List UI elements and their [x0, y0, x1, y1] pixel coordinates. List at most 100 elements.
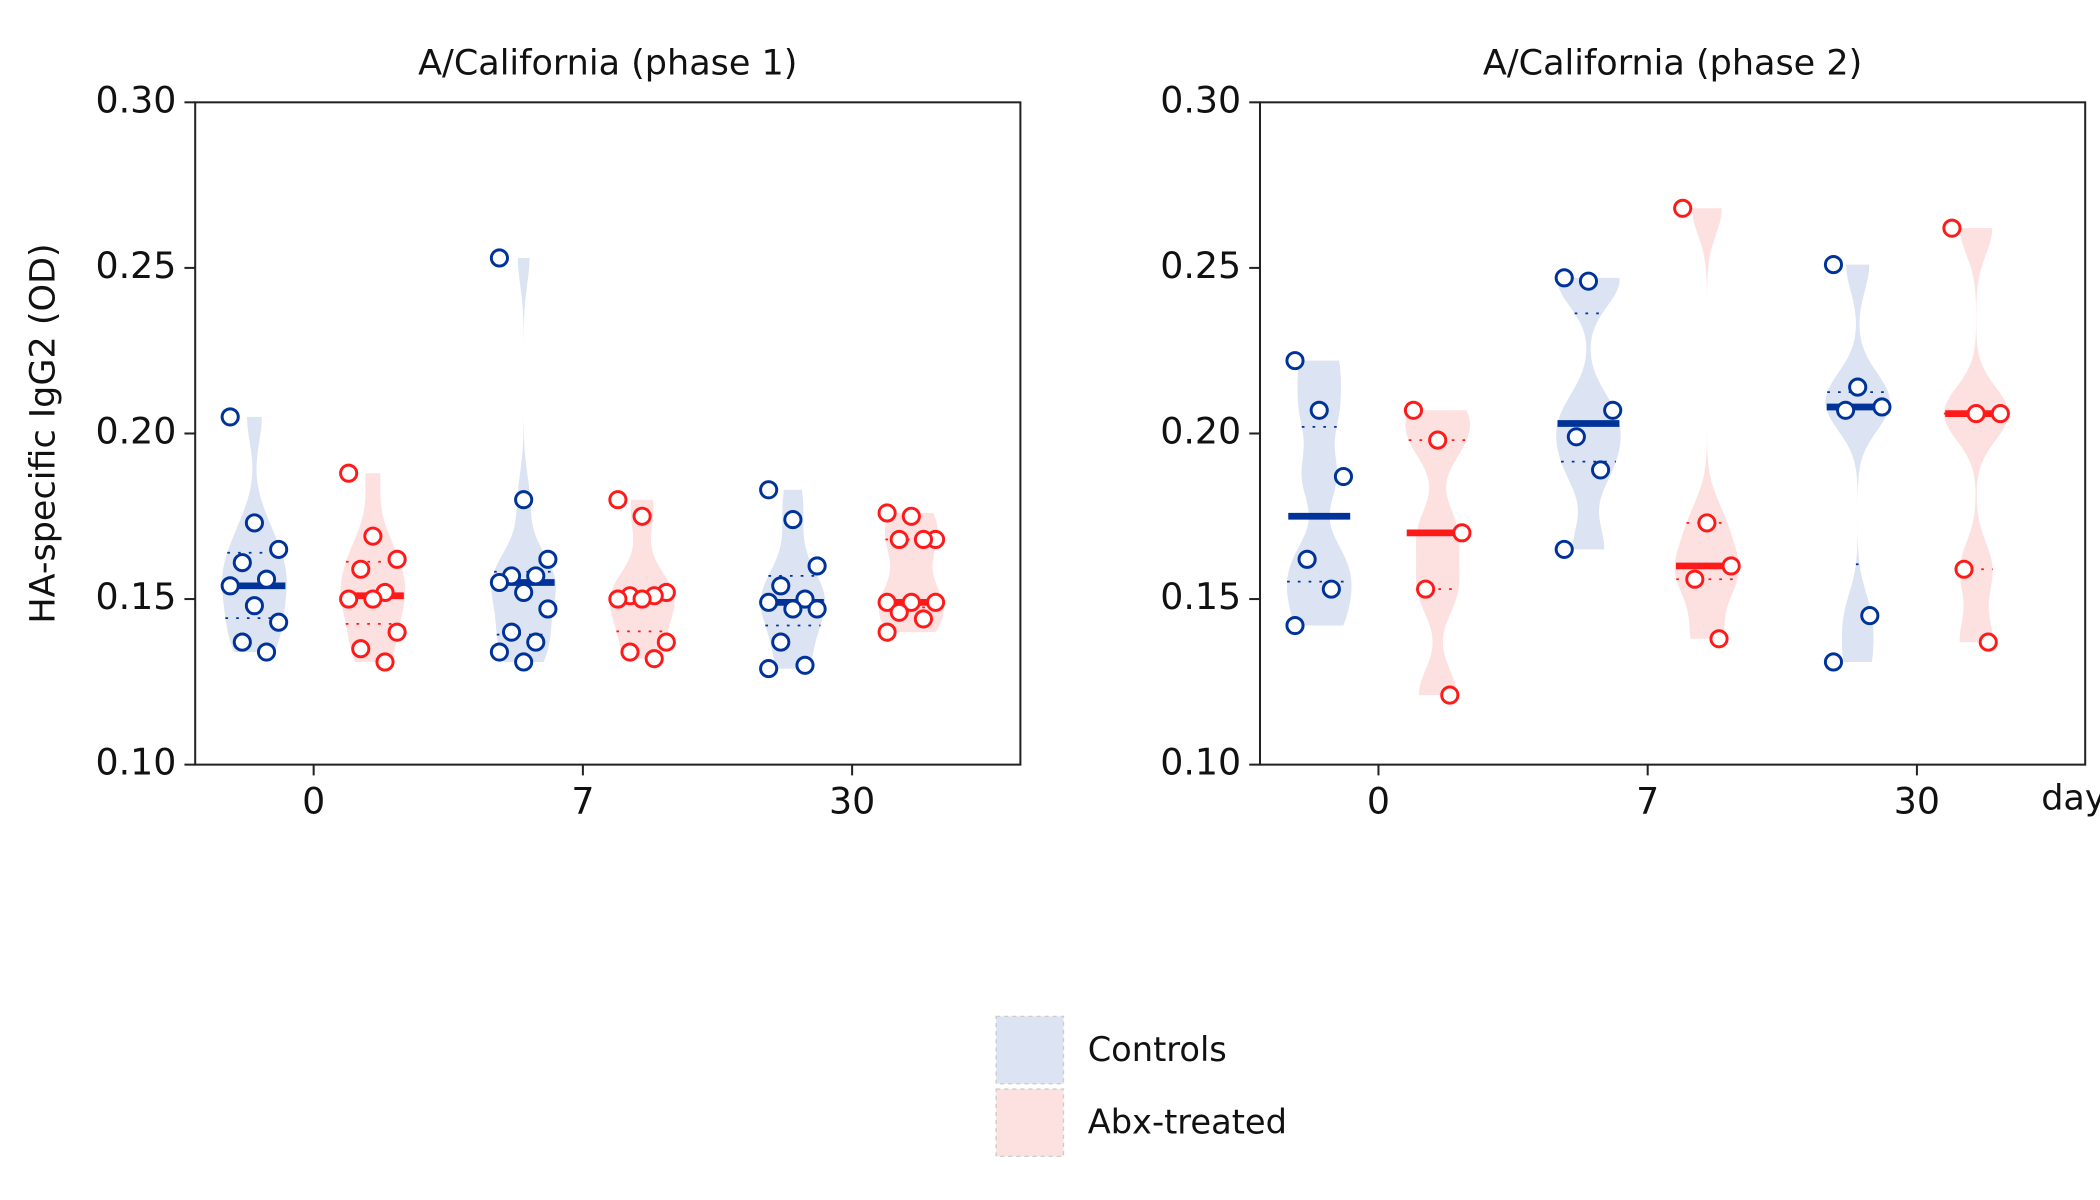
y-axis-label: HA-specific IgG2 (OD): [23, 243, 63, 623]
data-point: [387, 549, 407, 569]
data-point: [877, 622, 897, 642]
data-point: [644, 649, 664, 669]
data-point: [656, 632, 676, 652]
data-point: [489, 248, 509, 268]
data-point: [232, 553, 252, 573]
data-point: [620, 642, 640, 662]
y-tick-label: 0.10: [95, 741, 176, 784]
data-point: [232, 632, 252, 652]
data-point: [1685, 569, 1705, 589]
data-point: [514, 582, 534, 602]
data-point: [1566, 427, 1586, 447]
legend-label: Controls: [1088, 1030, 1227, 1069]
data-point: [1990, 404, 2010, 424]
data-point: [489, 642, 509, 662]
data-point: [1321, 579, 1341, 599]
x-tick-label: 0: [1367, 780, 1390, 823]
x-tick-label: 7: [571, 780, 594, 823]
data-point: [926, 592, 946, 612]
panel-title: A/California (phase 1): [418, 44, 797, 84]
data-point: [363, 526, 383, 546]
data-point: [1673, 198, 1693, 218]
violin: [760, 489, 826, 669]
x-tick-label: 7: [1636, 780, 1659, 823]
legend-swatch: [995, 1088, 1065, 1158]
data-point: [220, 407, 240, 427]
legend-swatch: [995, 1015, 1065, 1085]
data-point: [759, 592, 779, 612]
data-point: [877, 592, 897, 612]
y-tick-label: 0.30: [1160, 78, 1241, 121]
data-point: [351, 559, 371, 579]
plot-frame: [194, 101, 1022, 766]
data-point: [608, 490, 628, 510]
data-point: [889, 529, 909, 550]
x-tick-label: 0: [302, 780, 325, 823]
data-point: [1309, 400, 1329, 420]
data-point: [807, 556, 827, 576]
data-point: [1333, 466, 1354, 487]
data-point: [339, 463, 359, 483]
data-point: [489, 572, 509, 593]
data-point: [220, 576, 240, 596]
data-point: [913, 609, 934, 629]
x-tick-label: 30: [829, 780, 875, 823]
data-point: [256, 569, 277, 589]
y-tick-label: 0.15: [1160, 575, 1241, 618]
data-point: [1285, 351, 1305, 371]
data-point: [632, 589, 652, 609]
data-point: [783, 510, 803, 530]
violin: [1556, 277, 1621, 550]
data-point: [269, 612, 289, 632]
data-point: [1860, 606, 1880, 626]
y-tick-label: 0.15: [95, 575, 176, 618]
y-tick-label: 0.20: [95, 409, 176, 452]
data-point: [351, 639, 371, 659]
legend-label: Abx-treated: [1088, 1103, 1287, 1142]
data-point: [244, 596, 264, 616]
data-point: [1954, 559, 1974, 579]
data-point: [1721, 556, 1741, 576]
data-point: [901, 592, 921, 612]
x-axis-label: days: [2041, 779, 2100, 819]
data-point: [244, 513, 264, 533]
x-tick-label: 30: [1894, 780, 1940, 823]
data-point: [387, 622, 407, 642]
y-tick-label: 0.10: [1160, 741, 1241, 784]
y-tick-label: 0.25: [1160, 244, 1241, 287]
data-point: [1836, 400, 1856, 420]
data-point: [783, 599, 803, 619]
data-point: [901, 506, 921, 526]
data-point: [1440, 685, 1460, 705]
data-point: [1297, 549, 1317, 569]
data-point: [807, 599, 827, 619]
data-point: [1823, 255, 1844, 275]
data-point: [1428, 430, 1448, 450]
data-point: [1578, 271, 1599, 291]
data-point: [1697, 513, 1717, 533]
data-point: [1603, 400, 1623, 420]
violin: [1825, 264, 1890, 662]
data-point: [256, 642, 277, 662]
data-point: [514, 490, 534, 510]
data-point: [1823, 652, 1844, 672]
violin: [222, 416, 287, 653]
data-point: [877, 503, 897, 523]
violin: [609, 499, 675, 659]
data-point: [1872, 397, 1892, 417]
data-point: [339, 589, 359, 609]
data-point: [1978, 632, 1998, 652]
data-point: [363, 589, 383, 609]
data-point: [1554, 539, 1574, 559]
data-point: [538, 599, 558, 619]
data-point: [1709, 629, 1729, 649]
data-point: [1591, 460, 1611, 480]
data-point: [889, 602, 909, 622]
y-tick-label: 0.20: [1160, 409, 1241, 452]
data-point: [1966, 404, 1986, 424]
data-point: [1452, 523, 1472, 543]
data-point: [526, 566, 546, 586]
violin: [1286, 360, 1352, 626]
data-point: [1403, 400, 1424, 420]
